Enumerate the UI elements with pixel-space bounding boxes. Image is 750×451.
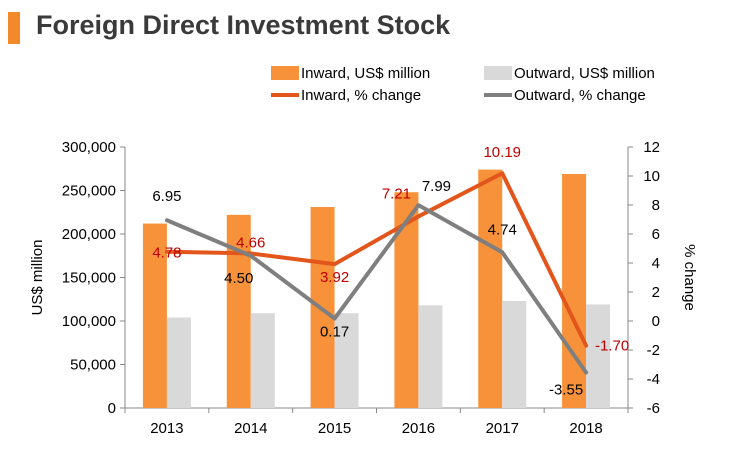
right-tick-label: 0 [652,313,660,330]
x-tick-label: 2013 [150,420,183,437]
right-tick-label: 12 [643,139,660,156]
left-axis-title: US$ million [29,240,46,316]
right-tick-label: -4 [647,371,660,388]
right-tick-label: 6 [652,226,660,243]
left-tick-label: 0 [108,400,116,417]
legend-swatch [271,66,299,80]
lines [164,171,589,375]
inward-bar [142,223,167,408]
inward-bar [562,173,587,408]
data-labels: 4.78 4.66 3.92 7.21 10.19 -1.70 6.95 4.50 0.17 7.… [152,144,629,398]
right-axis-title: % change [681,244,698,311]
outward-change-label: 4.50 [224,270,253,287]
inward-change-label: 7.21 [382,185,411,202]
outward-change-label: 7.99 [422,178,451,195]
outward-change-label: 6.95 [152,188,181,205]
title-accent-bar [8,12,20,44]
legend-label: Outward, % change [514,87,646,104]
right-tick-label: 8 [652,197,660,214]
right-tick-label: 2 [652,284,660,301]
legend-label: Inward, US$ million [301,65,430,82]
inward-change-label: 4.66 [236,234,265,251]
right-tick-label: -6 [647,400,660,417]
outward-bar [502,300,527,408]
outward-bar [250,313,275,408]
outward-bar [166,317,191,408]
left-tick-label: 200,000 [62,226,116,243]
legend: Inward, US$ million Outward, US$ million I… [271,65,655,104]
x-tick-label: 2014 [234,420,267,437]
right-tick-label: 4 [652,255,660,272]
outward-change-label: 0.17 [320,324,349,341]
left-tick-label: 100,000 [62,313,116,330]
inward-change-label: 3.92 [320,269,349,286]
x-tick-label: 2016 [402,420,435,437]
x-tick-label: 2017 [486,420,519,437]
outward-change-line [164,203,589,375]
left-tick-label: 150,000 [62,270,116,287]
left-tick-label: 50,000 [70,357,116,374]
right-tick-label: 10 [643,168,660,185]
x-axis: 2013 2014 2015 2016 2017 2018 [124,407,629,437]
legend-swatch [484,66,512,80]
right-axis: -6 -4 -2 0 2 4 6 8 10 12 % change [627,139,698,417]
outward-bar [586,304,611,408]
outward-bar [418,305,443,408]
left-tick-label: 300,000 [62,139,116,156]
legend-label: Inward, % change [301,87,421,104]
legend-label: Outward, US$ million [514,65,655,82]
bars [142,169,611,408]
outward-change-label: -3.55 [549,381,583,398]
outward-bar [334,313,359,408]
right-tick-label: -2 [647,342,660,359]
inward-change-label: -1.70 [595,338,629,355]
inward-change-label: 10.19 [483,144,521,161]
x-tick-label: 2018 [569,420,602,437]
left-axis: 0 50,000 100,000 150,000 200,000 250,000 300,0… [29,139,126,417]
inward-bar [478,169,503,408]
x-tick-label: 2015 [318,420,351,437]
outward-change-label: 4.74 [488,221,517,238]
inward-change-line [164,171,589,348]
inward-change-label: 4.78 [152,245,181,262]
chart-title: Foreign Direct Investment Stock [36,10,451,40]
left-tick-label: 250,000 [62,183,116,200]
